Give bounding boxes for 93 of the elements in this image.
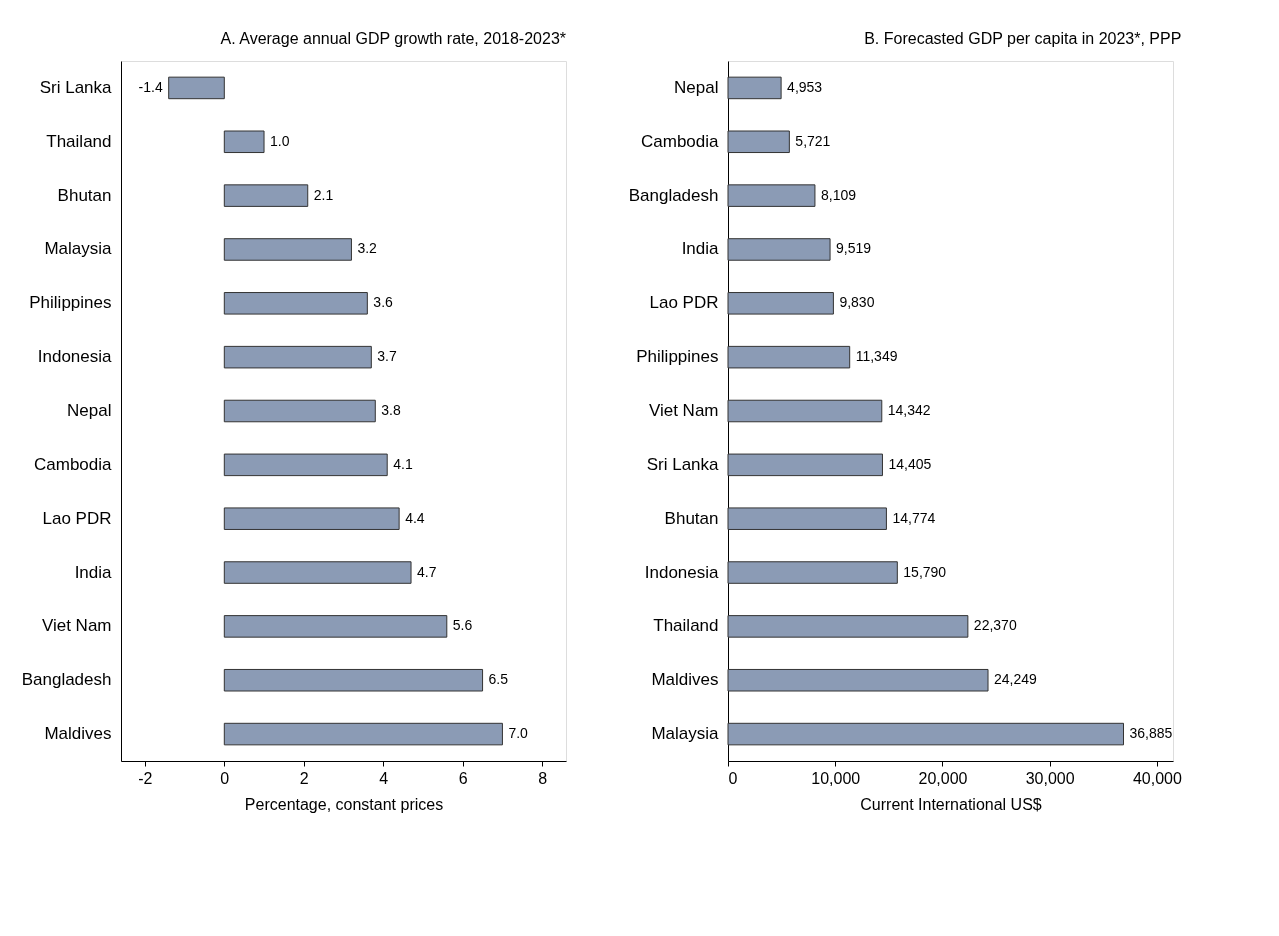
bar (727, 453, 883, 477)
data-label: 14,774 (892, 509, 936, 526)
x-tick-label: 2 (299, 769, 309, 787)
y-tick-label: Indonesia (644, 562, 720, 582)
bar (223, 292, 368, 315)
y-tick-label: Philippines (636, 347, 719, 367)
bar (223, 561, 412, 584)
data-label: 7.0 (508, 725, 529, 742)
y-tick-label: Sri Lanka (39, 77, 113, 97)
x-axis-title: Percentage, constant prices (244, 795, 444, 813)
chart-title: B. Forecasted GDP per capita in 2023*, PPP (864, 30, 1182, 47)
bar (727, 561, 898, 584)
y-tick-label: Bhutan (57, 185, 112, 205)
bar (223, 615, 448, 638)
data-label: 24,249 (994, 671, 1038, 688)
x-tick-label: 10,000 (811, 769, 861, 787)
bar (223, 507, 400, 530)
y-tick-label: Thailand (653, 616, 719, 636)
data-label: 4.7 (417, 563, 437, 580)
y-tick-label: India (681, 239, 720, 259)
data-label: 4,953 (787, 78, 823, 95)
chart-title: A. Average annual GDP growth rate, 2018-2023* (220, 30, 566, 47)
x-tick-label: 30,000 (1025, 769, 1075, 787)
x-tick-label: 4 (379, 769, 389, 787)
x-tick-label: 0 (728, 769, 738, 787)
bar (223, 238, 352, 261)
y-tick-label: Malaysia (44, 239, 113, 259)
bar (727, 668, 989, 692)
data-label: 3.2 (357, 240, 378, 257)
data-label: 3.8 (381, 402, 401, 418)
bar (223, 130, 265, 154)
x-tick-label: 0 (220, 769, 230, 787)
y-tick-label: Indonesia (37, 347, 113, 367)
y-tick-label: Bhutan (664, 508, 719, 528)
y-tick-label: Maldives (651, 670, 719, 690)
bar (223, 399, 376, 423)
data-label: 3.6 (373, 294, 394, 311)
y-tick-label: Lao PDR (649, 293, 719, 313)
data-label: 5,721 (795, 132, 831, 149)
data-label: 9,519 (836, 240, 872, 257)
y-tick-label: Nepal (67, 401, 112, 420)
bar (223, 345, 372, 369)
y-tick-label: Sri Lanka (646, 454, 720, 474)
data-label: 8,109 (820, 186, 857, 203)
x-tick-label: 8 (538, 769, 548, 787)
y-tick-label: Viet Nam (41, 616, 112, 636)
data-label: 15,790 (903, 563, 947, 580)
bar (727, 76, 782, 100)
y-tick-label: Cambodia (34, 454, 113, 474)
bar (727, 345, 851, 369)
bar (223, 453, 388, 477)
y-tick-label: Philippines (29, 293, 112, 313)
y-tick-label: Viet Nam (648, 401, 719, 420)
y-tick-label: Bangladesh (628, 185, 719, 205)
bar (727, 130, 790, 154)
x-axis-title: Current International US$ (860, 795, 1042, 813)
bar (727, 399, 883, 423)
data-label: 5.6 (452, 617, 473, 634)
data-label: 36,885 (1129, 725, 1173, 742)
y-tick-label: Malaysia (651, 724, 720, 744)
data-label: 2.1 (313, 186, 334, 203)
bar (223, 184, 309, 207)
data-label: 22,370 (973, 617, 1017, 634)
data-label: 9,830 (839, 294, 875, 311)
data-label: 6.5 (488, 671, 509, 688)
x-tick-label: 40,000 (1132, 769, 1182, 787)
bar (727, 507, 887, 530)
data-label: -1.4 (138, 78, 163, 95)
x-tick-label: 6 (458, 769, 468, 787)
bar (727, 292, 834, 315)
bar (223, 668, 484, 692)
y-tick-label: India (74, 562, 113, 582)
bar (727, 184, 816, 207)
y-tick-label: Lao PDR (42, 508, 112, 528)
data-label: 14,405 (888, 455, 932, 472)
bar (727, 615, 969, 638)
data-label: 4.4 (405, 509, 425, 526)
bar (168, 76, 225, 100)
x-tick-label: -2 (138, 769, 153, 787)
y-tick-label: Bangladesh (21, 670, 112, 690)
y-tick-label: Maldives (44, 724, 112, 744)
x-tick-label: 20,000 (918, 769, 968, 787)
data-label: 14,342 (887, 402, 931, 418)
data-label: 11,349 (855, 348, 898, 365)
data-label: 4.1 (393, 455, 413, 472)
data-label: 1.0 (270, 132, 290, 149)
bar (727, 238, 831, 261)
data-label: 3.7 (377, 348, 397, 365)
bar (727, 722, 1125, 746)
y-tick-label: Nepal (674, 77, 719, 97)
y-tick-label: Cambodia (641, 131, 720, 151)
y-tick-label: Thailand (46, 131, 112, 151)
bar (223, 722, 503, 746)
